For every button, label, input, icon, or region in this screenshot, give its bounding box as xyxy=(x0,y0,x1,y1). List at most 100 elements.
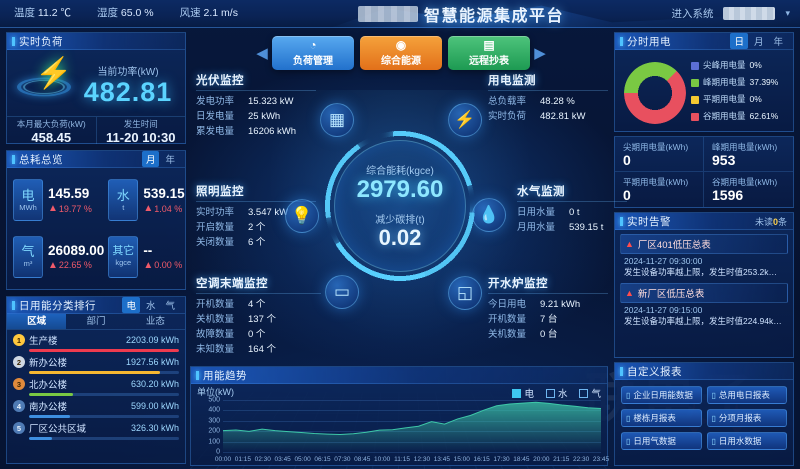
panel-header: 总耗总览 月 年 xyxy=(7,151,185,168)
group-title: 水气监测 xyxy=(517,183,627,202)
legend-item[interactable]: 平期用电量 0% xyxy=(691,91,789,108)
nav-button-label: 远程抄表 xyxy=(469,56,509,67)
alert-device: 厂区401低压总表 xyxy=(637,240,711,251)
tab-business[interactable]: 业态 xyxy=(145,316,165,327)
series-toggle-water[interactable]: 水 xyxy=(545,386,567,400)
weather-info: 温度 11.2 ℃ 湿度 65.0 % 风速 2.1 m/s xyxy=(14,5,238,20)
kpi-water: 水 t 539.15 ▲ 1.04 % xyxy=(108,175,185,226)
chart-y-tick: 200 xyxy=(208,427,220,435)
list-item[interactable]: ▲ 厂区401低压总表 2024-11-27 09:30:00 发生设备功率越上限… xyxy=(620,234,788,278)
electricity-icon: 电 MWh xyxy=(13,179,43,222)
carbon-reduction-label: 减少碳排(t) xyxy=(375,215,425,227)
chart-x-tick: 03:45 xyxy=(274,456,291,463)
alert-message: 发生设备功率越上限，发生时值224.94kW... xyxy=(624,316,788,326)
document-icon: ▯ xyxy=(711,413,716,423)
panel-realtime-load: 实时负荷 ⚡ 当前功率(kW) 482.81 本月最大负荷(kW) 458.45… xyxy=(6,32,186,145)
report-button-daily-gas[interactable]: ▯ 日用气数据 xyxy=(621,432,702,450)
kpi-other: 其它 kgce -- ▲ 0.00 % xyxy=(108,232,184,283)
tab-department[interactable]: 部门 xyxy=(86,316,106,327)
panel-title: 自定义报表 xyxy=(627,365,682,378)
weather-humidity: 湿度 65.0 % xyxy=(97,7,154,19)
energy-toggle-electricity[interactable]: 电 xyxy=(122,297,140,313)
user-name[interactable] xyxy=(723,7,776,20)
list-item[interactable]: 3 北办公楼 630.20 kWh xyxy=(13,377,179,396)
group-title: 用电监测 xyxy=(488,72,608,91)
period-toggle-month[interactable]: 月 xyxy=(141,151,160,167)
chevron-right-icon[interactable]: ▶ xyxy=(534,45,546,62)
panel-title: 实时告警 xyxy=(627,215,671,228)
enter-system-link[interactable]: 进入系统 xyxy=(671,8,714,20)
panel-header: 实时负荷 xyxy=(7,33,185,50)
chevron-left-icon[interactable]: ◀ xyxy=(256,45,268,62)
report-button-enterprise-daily-energy[interactable]: ▯ 企业日用能数据 xyxy=(621,386,702,404)
list-item[interactable]: 4 南办公楼 599.00 kWh xyxy=(13,399,179,418)
air-conditioner-icon: ▭ xyxy=(325,275,359,309)
panel-header: 实时告警 未读0条 xyxy=(615,213,793,230)
tab-area[interactable]: 区域 xyxy=(7,314,67,329)
module-nav: ◀ ◔ 负荷管理 ◉ 综合能源 ▤ 远程抄表 ▶ xyxy=(256,33,546,73)
chart-x-tick: 02:30 xyxy=(254,456,271,463)
chart-x-tick: 11:15 xyxy=(394,456,410,463)
rank-value: 1927.56 kWh xyxy=(125,357,179,367)
list-item[interactable]: 1 生产楼 2203.09 kWh xyxy=(13,333,179,352)
chart-gridline: 0 xyxy=(216,449,601,456)
tou-period-toggle: 日 月 年 xyxy=(730,33,787,49)
report-button-building-monthly[interactable]: ▯ 楼栋月报表 xyxy=(621,409,702,427)
panel-header: 分时用电 日 月 年 xyxy=(615,33,793,50)
weather-windspeed: 风速 2.1 m/s xyxy=(179,7,238,19)
kpi-value: 539.15 xyxy=(143,186,185,202)
legend-item[interactable]: 谷期用电量 62.61% xyxy=(691,108,789,125)
list-item[interactable]: 2 新办公楼 1927.56 kWh xyxy=(13,355,179,374)
nav-button-load-management[interactable]: ◔ 负荷管理 xyxy=(272,36,354,70)
alert-list: ▲ 厂区401低压总表 2024-11-27 09:30:00 发生设备功率越上限… xyxy=(615,230,793,336)
report-button-total-electricity-daily[interactable]: ▯ 总用电日报表 xyxy=(706,386,787,404)
energy-toggle-water[interactable]: 水 xyxy=(145,301,156,312)
document-icon: ▯ xyxy=(626,413,631,423)
chart-y-tick: 300 xyxy=(208,417,220,425)
panel-header: 日用能分类排行 电 水 气 xyxy=(7,297,185,314)
monthly-max-load-label: 本月最大负荷(kW) xyxy=(16,119,86,129)
report-button-subitem-monthly[interactable]: ▯ 分项月报表 xyxy=(706,409,787,427)
legend-item[interactable]: 峰期用电量 37.39% xyxy=(691,74,789,91)
gauge-icon: ◔ xyxy=(309,38,317,52)
monthly-max-load-value: 458.45 xyxy=(31,130,72,145)
trend-chart: 单位(kW) 电 水 气 500 400 300 200 100 0 00:00 01:15… xyxy=(191,384,609,466)
chart-x-tick: 01:15 xyxy=(234,456,252,463)
alert-message: 发生设备功率越上限，发生时值253.2kW，... xyxy=(624,267,788,277)
tou-toggle-day[interactable]: 日 xyxy=(730,33,748,49)
chart-x-tick: 12:30 xyxy=(413,456,431,463)
series-toggle-gas[interactable]: 气 xyxy=(579,386,601,400)
report-button-grid: ▯ 企业日用能数据 ▯ 总用电日报表 ▯ 楼栋月报表 ▯ 分项月报表 ▯ 日用气数据 ▯ 日… xyxy=(615,380,793,456)
rank-value: 630.20 kWh xyxy=(130,379,179,389)
rank-value: 326.30 kWh xyxy=(130,423,179,433)
rank-name: 新办公楼 xyxy=(29,358,68,369)
group-title: 照明监控 xyxy=(196,183,316,202)
list-item[interactable]: ▲ 新厂区低压总表 2024-11-27 09:15:00 发生设备功率越上限，发… xyxy=(620,283,788,327)
occurrence-time-value: 11-20 10:30 xyxy=(106,130,176,145)
panel-custom-reports: 自定义报表 ▯ 企业日用能数据 ▯ 总用电日报表 ▯ 楼栋月报表 ▯ 分项月报表 ▯ 日用… xyxy=(614,362,794,466)
period-toggle-year[interactable]: 年 xyxy=(165,155,175,166)
tou-toggle-month[interactable]: 月 xyxy=(753,37,764,48)
nav-button-remote-meter-reading[interactable]: ▤ 远程抄表 xyxy=(448,36,530,70)
list-item[interactable]: 5 厂区公共区域 326.30 kWh xyxy=(13,421,179,440)
group-boiler-monitoring: 开水炉监控 今日用电 9.21 kWh 开机数量 7 台 关机数量 0 台 xyxy=(488,275,608,342)
energy-toggle-gas[interactable]: 气 xyxy=(165,301,175,312)
series-toggle-electricity[interactable]: 电 xyxy=(512,386,534,400)
panel-title: 日用能分类排行 xyxy=(19,299,96,312)
chevron-down-icon[interactable]: ▾ xyxy=(785,8,790,18)
monthly-max-load: 本月最大负荷(kW) 458.45 xyxy=(7,117,96,145)
legend-item[interactable]: 尖峰用电量 0% xyxy=(691,57,789,74)
period-toggle: 月 年 xyxy=(141,151,179,167)
legend-swatch-icon xyxy=(691,61,699,70)
legend-swatch-icon xyxy=(691,78,699,87)
ranking-tabs: 区域 部门 业态 xyxy=(7,314,185,330)
current-power-label: 当前功率(kW) xyxy=(97,66,159,78)
medal-icon: 5 xyxy=(13,422,25,434)
nav-button-integrated-energy[interactable]: ◉ 综合能源 xyxy=(360,36,442,70)
report-button-daily-water[interactable]: ▯ 日用水数据 xyxy=(706,432,787,450)
accent-bar-icon xyxy=(12,36,15,46)
tou-metric-valley: 谷期用电量(kWh) 1596 xyxy=(712,177,778,203)
tou-toggle-year[interactable]: 年 xyxy=(773,37,783,48)
chart-y-tick: 500 xyxy=(208,396,220,404)
energy-type-toggle: 电 水 气 xyxy=(122,297,179,313)
